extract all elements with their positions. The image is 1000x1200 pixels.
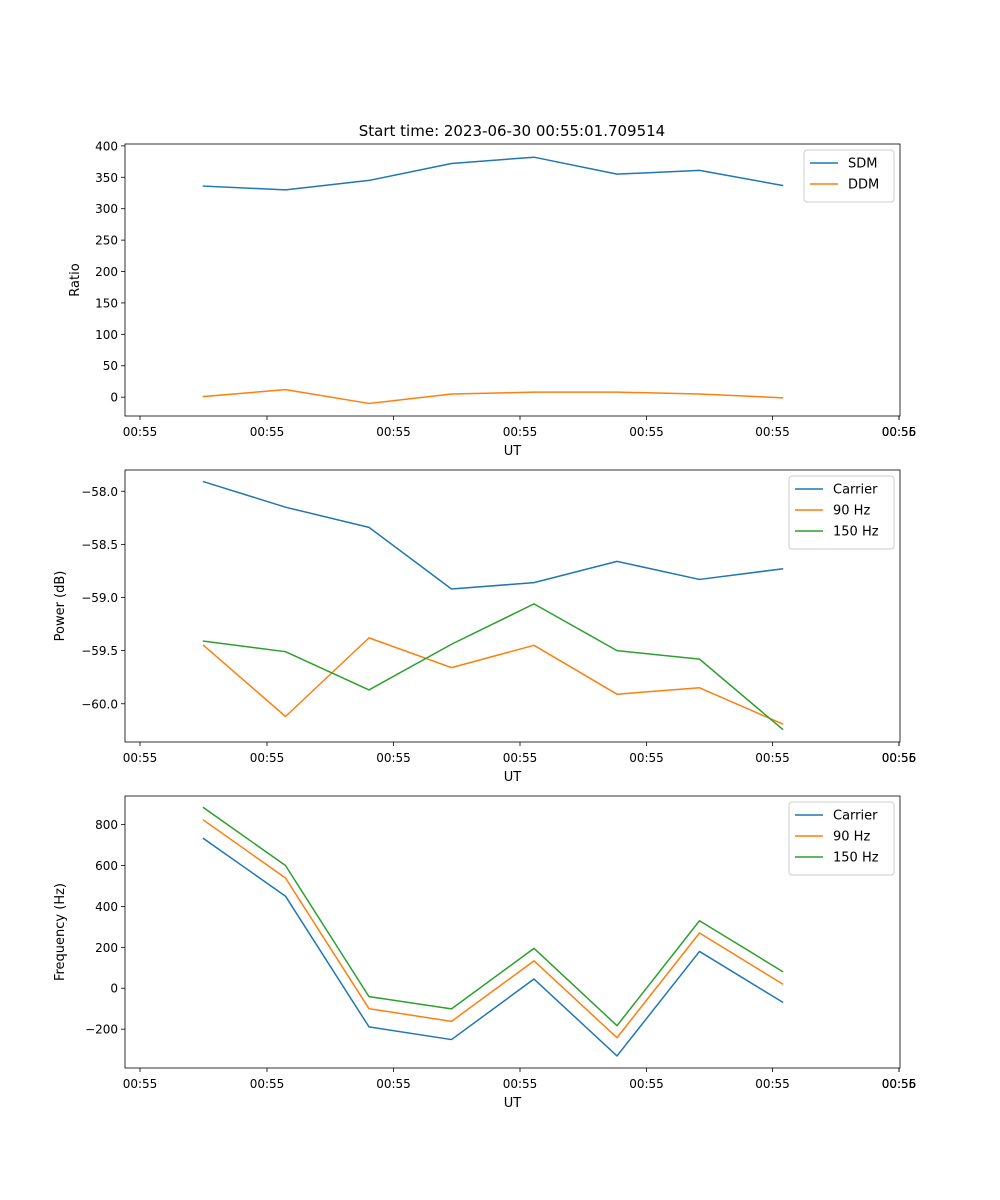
axes-frame: [124, 469, 901, 743]
y-tick-label: −59.0: [81, 591, 118, 605]
x-tick-label: 00:55: [123, 751, 158, 765]
y-tick-label: 100: [95, 328, 118, 342]
y-tick-label: 0: [110, 391, 118, 405]
x-tick-label: 00:55: [123, 425, 158, 439]
legend-label: 150 Hz: [833, 525, 879, 540]
y-tick-label: 300: [95, 202, 118, 216]
x-tick-label: 00:55: [755, 425, 790, 439]
series-line-1: [202, 837, 784, 1057]
x-tick-label: 00:56: [882, 1077, 917, 1091]
y-tick-label: 350: [95, 171, 118, 185]
x-axis-label: UT: [504, 444, 522, 459]
chart-panel-1: 00:55 00:55 00:55 00:55 00:55 00:55 00:5500:56…: [68, 139, 916, 459]
x-tick-label: 00:55: [882, 425, 917, 439]
y-tick-label: −60.0: [81, 697, 118, 711]
legend-label: SDM: [848, 157, 877, 172]
y-tick-label: 600: [95, 859, 118, 873]
x-tick-label: 00:55: [629, 751, 664, 765]
legend: Carrier 90 Hz 150 Hz: [788, 475, 895, 550]
x-tick-label: 00:55: [882, 1077, 917, 1091]
x-tick-label: 00:55: [629, 425, 664, 439]
x-tick-label: 00:56: [882, 425, 917, 439]
series-line-1: [202, 480, 784, 590]
chart-panels: 00:55 00:55 00:55 00:55 00:55 00:55 00:5500:56…: [53, 139, 916, 1111]
series-line-1: [202, 156, 784, 191]
x-tick-label: 00:55: [503, 425, 538, 439]
x-tick-label: 00:55: [123, 1077, 158, 1091]
x-tick-label: 00:55: [755, 751, 790, 765]
series-line-2: [202, 819, 784, 1039]
x-tick-label: 00:55: [250, 1077, 285, 1091]
legend-label: 90 Hz: [833, 830, 870, 845]
x-tick-label: 00:55: [503, 751, 538, 765]
axes-frame: [124, 795, 901, 1069]
y-tick-label: 150: [95, 296, 118, 310]
x-tick-label: 00:55: [376, 425, 411, 439]
series-line-2: [202, 637, 784, 725]
x-tick-label: 00:55: [503, 1077, 538, 1091]
y-tick-label: −200: [85, 1023, 118, 1037]
y-tick-label: 800: [95, 818, 118, 832]
x-tick-label: 00:55: [629, 1077, 664, 1091]
y-axis-label: Frequency (Hz): [53, 883, 68, 981]
x-axis-label: UT: [504, 1096, 522, 1111]
y-tick-label: 200: [95, 265, 118, 279]
y-tick-label: 0: [110, 982, 118, 996]
chart-panel-2: 00:55 00:55 00:55 00:55 00:55 00:55 00:5500:56…: [53, 469, 917, 785]
series-line-3: [202, 603, 784, 731]
y-axis-label: Ratio: [68, 263, 83, 296]
y-tick-label: 400: [95, 900, 118, 914]
x-tick-label: 00:55: [250, 425, 285, 439]
y-tick-label: −58.5: [81, 538, 118, 552]
legend-label: 150 Hz: [833, 851, 879, 866]
axes-frame: [124, 143, 901, 417]
y-tick-label: −58.0: [81, 485, 118, 499]
x-tick-label: 00:56: [882, 751, 917, 765]
series-line-3: [202, 806, 784, 1027]
x-axis-label: UT: [504, 770, 522, 785]
x-tick-label: 00:55: [376, 751, 411, 765]
legend-label: Carrier: [833, 483, 878, 498]
y-tick-label: 400: [95, 139, 118, 153]
series-line-2: [202, 388, 784, 405]
legend-label: Carrier: [833, 809, 878, 824]
x-tick-label: 00:55: [376, 1077, 411, 1091]
legend-label: DDM: [848, 178, 879, 193]
figure-title: Start time: 2023-06-30 00:55:01.709514: [359, 122, 665, 140]
legend: Carrier 90 Hz 150 Hz: [788, 801, 895, 876]
y-tick-label: 50: [103, 359, 118, 373]
y-axis-label: Power (dB): [53, 571, 68, 642]
x-tick-label: 00:55: [755, 1077, 790, 1091]
y-tick-label: 250: [95, 234, 118, 248]
x-tick-label: 00:55: [882, 751, 917, 765]
y-tick-label: 200: [95, 941, 118, 955]
x-tick-label: 00:55: [250, 751, 285, 765]
legend-label: 90 Hz: [833, 504, 870, 519]
y-tick-label: −59.5: [81, 644, 118, 658]
legend: SDM DDM: [803, 149, 895, 203]
chart-panel-3: 00:55 00:55 00:55 00:55 00:55 00:55 00:5500:56…: [53, 795, 917, 1111]
